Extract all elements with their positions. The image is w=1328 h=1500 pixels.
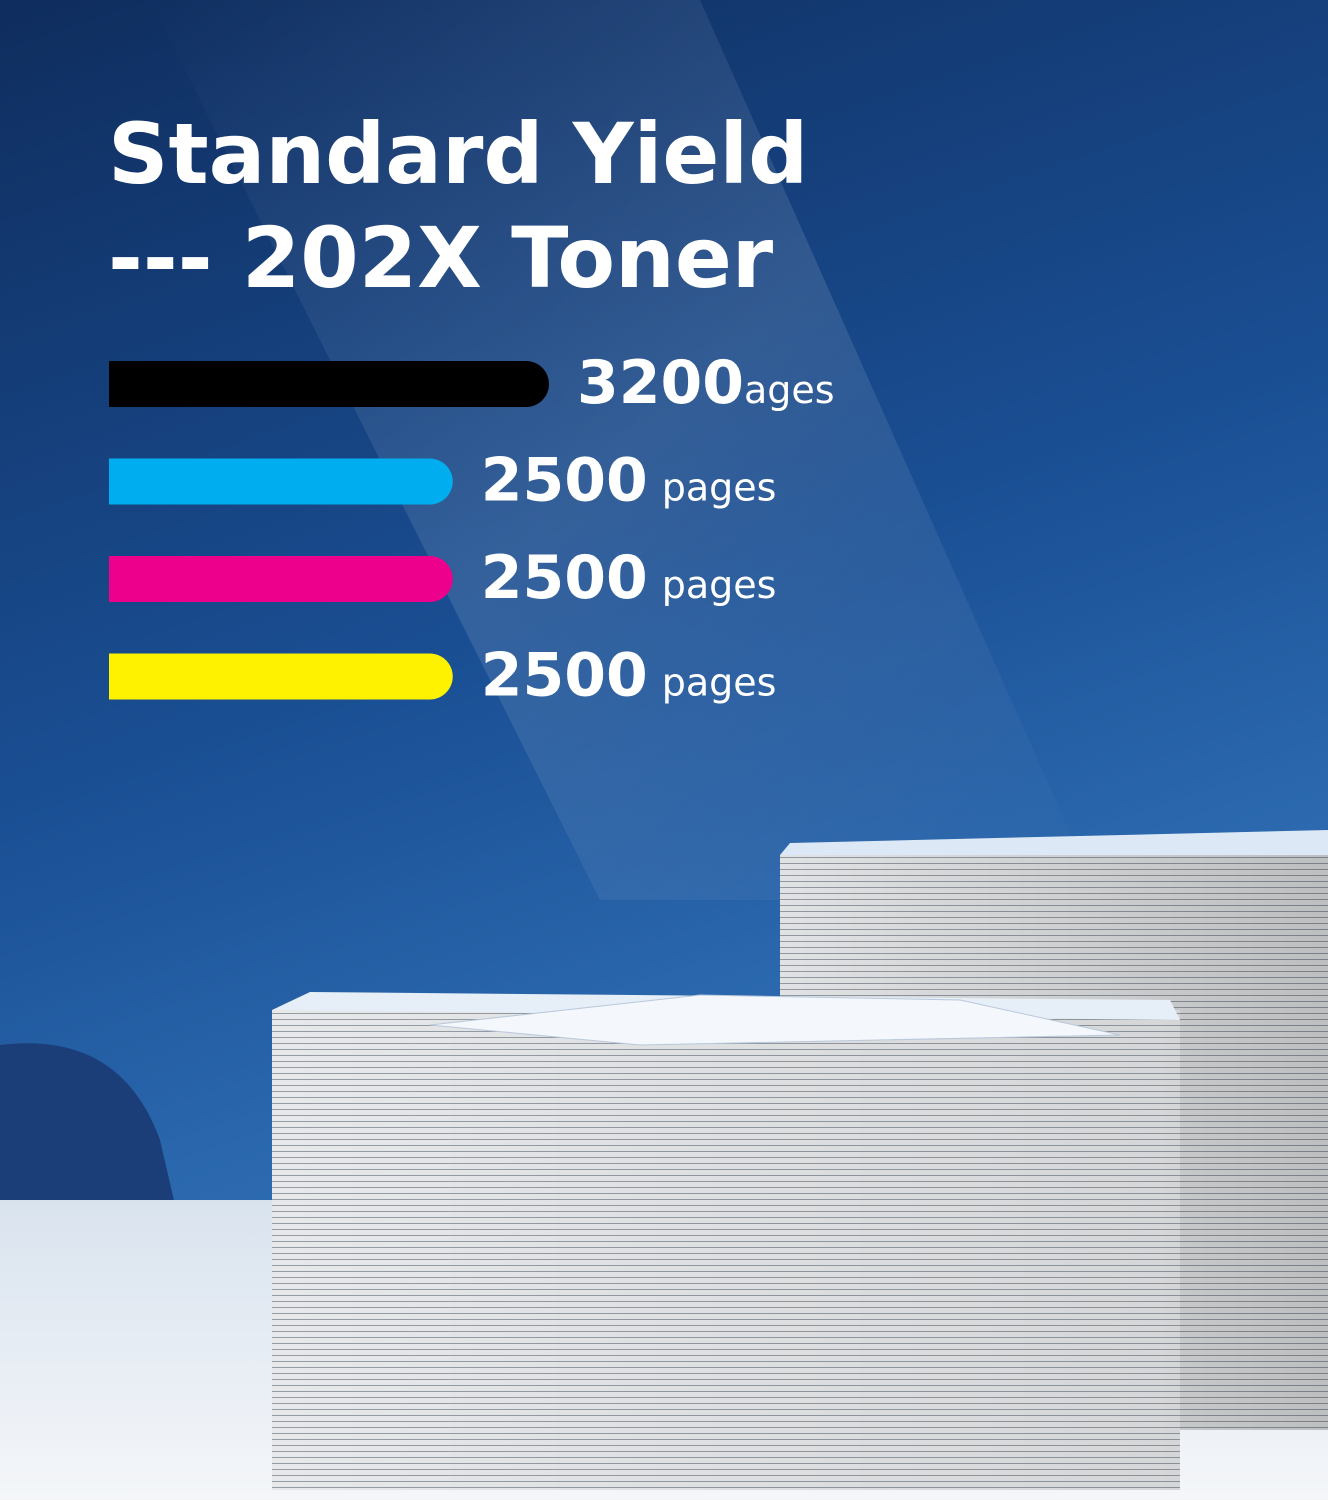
value-label: 3200 [577, 348, 744, 418]
bar-label: 2500 pages [481, 446, 777, 516]
bar-label: 2500 pages [481, 641, 777, 711]
title: Standard Yield [108, 105, 808, 203]
value-label: 2500 [481, 543, 648, 613]
value-label: 2500 [481, 641, 648, 711]
bar-label: 2500 pages [481, 543, 777, 613]
light-beam [150, 0, 1100, 900]
subtitle: --- 202X Toner [108, 209, 774, 307]
front-stack [272, 992, 1180, 1490]
unit-label: ages [744, 368, 835, 412]
value-label: 2500 [481, 446, 648, 516]
bar-label: 3200ages [577, 348, 835, 418]
unit-label: pages [662, 563, 777, 607]
bar [109, 653, 453, 700]
bars: 3200ages 2500 pages 2500 pages 2500 pages [109, 348, 835, 711]
unit-label: pages [662, 661, 777, 705]
unit-label: pages [662, 466, 777, 510]
bar [109, 458, 453, 505]
bar [109, 556, 453, 602]
bar [109, 361, 549, 407]
